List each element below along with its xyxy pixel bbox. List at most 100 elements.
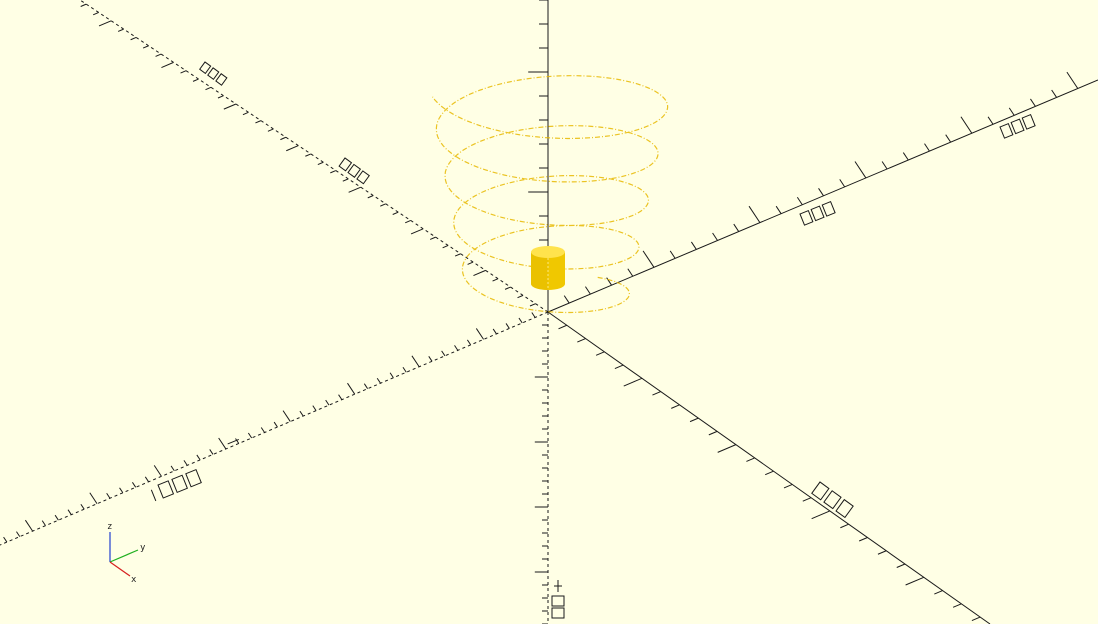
tick-y-pos-16 bbox=[881, 161, 888, 170]
tick-y-neg-35 bbox=[89, 492, 98, 505]
tick-x-neg-2 bbox=[517, 294, 524, 299]
tick-x-neg-35 bbox=[98, 20, 112, 27]
tick-x-neg-3 bbox=[504, 286, 511, 290]
tick-label-x-pos-1 bbox=[811, 481, 854, 519]
tick-x-pos-17 bbox=[858, 537, 868, 542]
tick-y-pos-23 bbox=[1030, 98, 1036, 107]
tick-y-neg-32 bbox=[132, 482, 137, 488]
tick-x-neg-4 bbox=[492, 278, 499, 282]
tick-x-pos-2 bbox=[577, 338, 586, 343]
tick-y-pos-20 bbox=[960, 116, 973, 134]
tick-x-neg-8 bbox=[442, 244, 449, 249]
tick-y-neg-7 bbox=[454, 345, 459, 351]
tick-y-neg-18 bbox=[312, 405, 317, 411]
tick-y-pos-6 bbox=[669, 250, 676, 259]
tick-x-neg-16 bbox=[342, 178, 349, 182]
tick-y-neg-42 bbox=[3, 536, 8, 543]
tick-y-pos-22 bbox=[1008, 107, 1015, 116]
tick-y-neg-28 bbox=[183, 460, 188, 466]
axis-tick-labels bbox=[150, 61, 1036, 619]
tick-x-neg-21 bbox=[280, 136, 287, 141]
gizmo-x-label: x bbox=[131, 575, 137, 585]
tick-x-neg-32 bbox=[142, 45, 149, 49]
gizmo-y-label: y bbox=[140, 543, 146, 553]
tick-y-neg-3 bbox=[505, 323, 510, 329]
tick-x-neg-31 bbox=[155, 53, 162, 57]
tick-y-pos-14 bbox=[839, 179, 846, 188]
tick-y-pos-18 bbox=[924, 143, 930, 152]
tick-x-neg-13 bbox=[380, 203, 386, 207]
tick-label-y-pos-2 bbox=[999, 113, 1036, 139]
tick-x-neg-14 bbox=[367, 195, 374, 199]
tick-y-pos-3 bbox=[606, 277, 612, 286]
tick-x-pos-11 bbox=[746, 457, 755, 462]
tick-x-neg-28 bbox=[192, 78, 199, 82]
tick-y-pos-2 bbox=[585, 286, 591, 295]
tick-x-pos-10 bbox=[717, 444, 737, 453]
y-axis-negative bbox=[0, 311, 549, 546]
tick-y-neg-16 bbox=[338, 394, 343, 400]
tick-y-neg-20 bbox=[282, 410, 291, 422]
tick-y-neg-30 bbox=[153, 465, 162, 477]
tick-y-pos-1 bbox=[563, 295, 570, 304]
tick-label-y-neg-1 bbox=[150, 438, 239, 502]
tick-y-neg-33 bbox=[119, 487, 124, 494]
tick-y-neg-5 bbox=[475, 328, 484, 340]
gizmo-z-label: z bbox=[107, 522, 112, 532]
axis-ticks bbox=[3, 0, 1079, 624]
tick-x-pos-6 bbox=[652, 391, 661, 396]
y-axis-positive bbox=[547, 79, 1098, 313]
tick-x-pos-8 bbox=[689, 417, 699, 423]
tick-y-neg-19 bbox=[299, 410, 304, 417]
tick-x-pos-5 bbox=[623, 377, 643, 387]
tick-y-neg-14 bbox=[363, 383, 369, 389]
tick-y-neg-2 bbox=[518, 317, 523, 324]
tick-x-neg-20 bbox=[286, 145, 299, 152]
tick-label-z-neg-1 bbox=[551, 580, 565, 619]
x-axis-negative bbox=[79, 0, 549, 313]
gizmo-x-line bbox=[109, 561, 131, 577]
cylinder-top bbox=[531, 246, 565, 258]
tick-y-neg-24 bbox=[235, 438, 240, 444]
tick-y-neg-10 bbox=[411, 355, 420, 368]
tick-x-neg-34 bbox=[117, 28, 124, 32]
tick-x-neg-27 bbox=[205, 86, 212, 91]
tick-y-neg-4 bbox=[492, 328, 497, 335]
tick-y-neg-8 bbox=[441, 350, 446, 357]
tick-y-neg-36 bbox=[80, 503, 85, 510]
cylinder-model[interactable] bbox=[531, 246, 565, 290]
tick-x-neg-19 bbox=[305, 153, 312, 157]
tick-x-neg-15 bbox=[348, 186, 361, 193]
tick-x-pos-4 bbox=[614, 364, 624, 370]
tick-y-neg-6 bbox=[466, 339, 472, 346]
tick-x-pos-16 bbox=[840, 523, 849, 529]
tick-x-neg-37 bbox=[80, 3, 87, 7]
x-axis-positive bbox=[547, 311, 991, 624]
tick-x-pos-13 bbox=[783, 483, 793, 489]
tick-y-neg-22 bbox=[260, 427, 265, 433]
tick-x-neg-7 bbox=[454, 253, 461, 257]
gizmo-y-line bbox=[109, 549, 139, 563]
tick-x-neg-26 bbox=[217, 95, 224, 99]
tick-x-pos-23 bbox=[971, 616, 981, 622]
tick-y-pos-8 bbox=[712, 232, 718, 241]
tick-x-neg-5 bbox=[473, 269, 486, 277]
tick-y-pos-13 bbox=[818, 188, 824, 197]
tick-y-neg-11 bbox=[402, 367, 407, 373]
tick-x-pos-20 bbox=[905, 576, 925, 586]
tick-x-neg-9 bbox=[429, 236, 436, 240]
tick-x-neg-18 bbox=[317, 161, 324, 166]
tick-y-neg-39 bbox=[41, 520, 46, 526]
tick-x-neg-24 bbox=[242, 111, 249, 116]
tick-x-pos-21 bbox=[934, 590, 943, 595]
tick-x-pos-1 bbox=[558, 324, 567, 330]
tick-y-pos-25 bbox=[1066, 71, 1079, 89]
tick-x-neg-36 bbox=[92, 12, 99, 16]
tick-x-neg-11 bbox=[404, 220, 411, 224]
tick-y-pos-21 bbox=[987, 116, 994, 125]
tick-y-pos-17 bbox=[902, 152, 909, 161]
tick-x-pos-9 bbox=[708, 430, 718, 436]
tick-y-pos-10 bbox=[748, 205, 761, 223]
